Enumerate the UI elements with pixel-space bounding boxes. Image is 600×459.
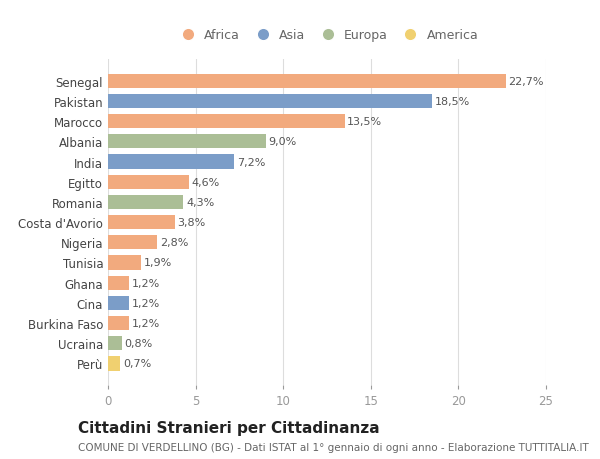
Legend: Africa, Asia, Europa, America: Africa, Asia, Europa, America: [173, 27, 481, 45]
Bar: [108, 95, 432, 109]
Text: 9,0%: 9,0%: [268, 137, 296, 147]
Text: 4,6%: 4,6%: [191, 177, 220, 187]
Text: 2,8%: 2,8%: [160, 238, 188, 248]
Bar: [108, 135, 266, 149]
Bar: [108, 115, 344, 129]
Bar: [108, 357, 120, 371]
Text: 1,9%: 1,9%: [144, 258, 172, 268]
Bar: [108, 175, 188, 190]
Bar: [108, 155, 234, 169]
Bar: [108, 276, 129, 290]
Bar: [108, 336, 122, 351]
Bar: [108, 236, 157, 250]
Text: 18,5%: 18,5%: [435, 97, 470, 106]
Text: 1,2%: 1,2%: [131, 278, 160, 288]
Text: 4,3%: 4,3%: [186, 197, 214, 207]
Text: 7,2%: 7,2%: [237, 157, 265, 167]
Bar: [108, 296, 129, 310]
Bar: [108, 216, 175, 230]
Text: 3,8%: 3,8%: [177, 218, 205, 228]
Text: COMUNE DI VERDELLINO (BG) - Dati ISTAT al 1° gennaio di ogni anno - Elaborazione: COMUNE DI VERDELLINO (BG) - Dati ISTAT a…: [78, 442, 589, 452]
Bar: [108, 196, 184, 209]
Text: 1,2%: 1,2%: [131, 298, 160, 308]
Bar: [108, 316, 129, 330]
Text: 22,7%: 22,7%: [508, 77, 544, 87]
Text: 13,5%: 13,5%: [347, 117, 382, 127]
Text: 1,2%: 1,2%: [131, 319, 160, 328]
Bar: [108, 256, 141, 270]
Text: 0,8%: 0,8%: [125, 339, 153, 348]
Bar: [108, 74, 506, 89]
Text: Cittadini Stranieri per Cittadinanza: Cittadini Stranieri per Cittadinanza: [78, 420, 380, 435]
Text: 0,7%: 0,7%: [123, 358, 151, 369]
